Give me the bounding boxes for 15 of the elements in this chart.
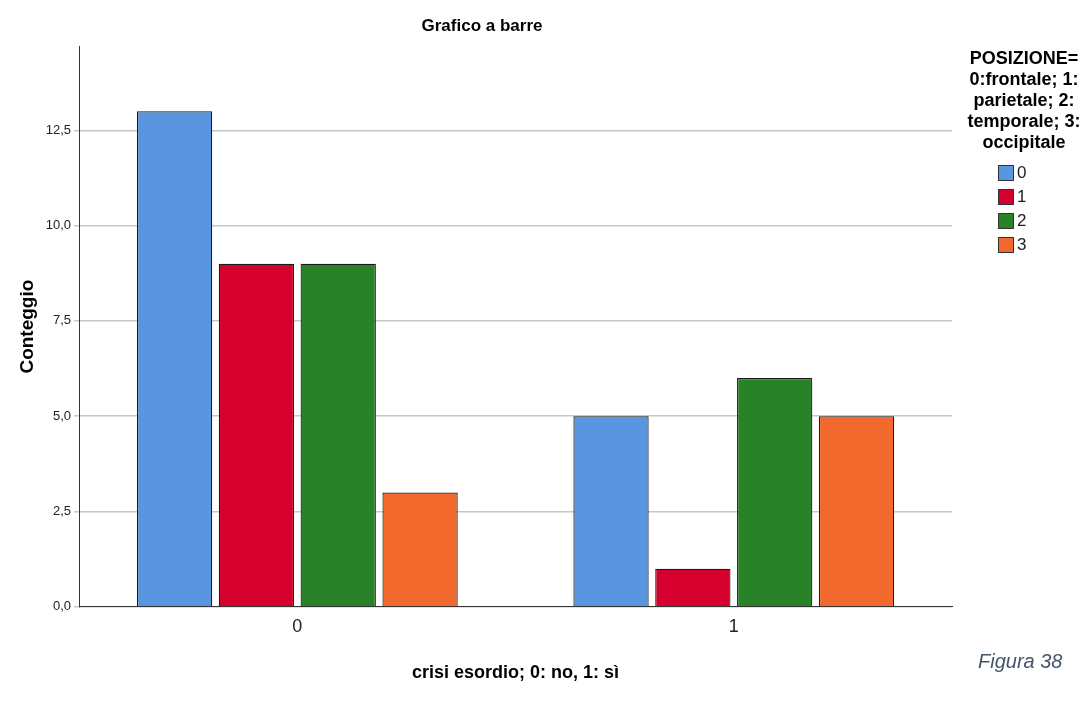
y-tick-label: 2,5 bbox=[53, 503, 72, 519]
legend-label: 3 bbox=[1017, 235, 1027, 255]
legend-label: 2 bbox=[1017, 211, 1027, 231]
y-tick-label: 0,0 bbox=[53, 598, 72, 614]
y-tick-label: 5,0 bbox=[53, 407, 72, 423]
text: Figura 38 bbox=[978, 650, 1063, 673]
legend-label: 0 bbox=[1017, 163, 1027, 183]
x-axis-title: crisi esordio; 0: no, 1: sì bbox=[412, 662, 620, 683]
y-tick-label: 10,0 bbox=[45, 217, 72, 233]
chart-title: Grafico a barre bbox=[421, 15, 543, 35]
y-axis-title: Conteggio bbox=[15, 279, 37, 374]
legend-label: 1 bbox=[1017, 187, 1027, 207]
y-tick-label: 12,5 bbox=[45, 121, 72, 137]
y-tick-label: 7,5 bbox=[53, 312, 72, 328]
legend-title: POSIZIONE= 0:frontale; 1: parietale; 2: temporale; 3: occipitale bbox=[966, 48, 1082, 153]
